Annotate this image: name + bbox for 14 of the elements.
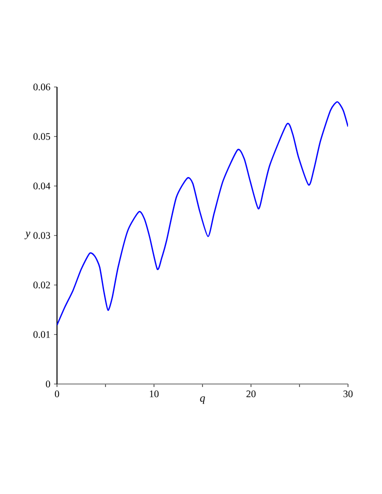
x-tick-label: 30 (344, 390, 353, 398)
x-tick-label: 10 (150, 390, 159, 398)
y-tick-label: 0 (46, 380, 50, 388)
y-axis-title: y (24, 232, 30, 240)
y-tick-label: 0.02 (33, 282, 50, 288)
y-tick-label: 0.03 (33, 232, 50, 239)
y-tick-label: 0.01 (33, 331, 50, 338)
x-tick-label: 0 (54, 390, 60, 398)
x-axis-title: q (200, 396, 205, 404)
y-tick-label: 0.06 (33, 84, 50, 90)
line-series (57, 101, 348, 326)
y-tick-label: 0.05 (33, 133, 50, 140)
y-tick-label: 0.04 (33, 182, 50, 190)
x-tick-label: 20 (246, 390, 256, 398)
